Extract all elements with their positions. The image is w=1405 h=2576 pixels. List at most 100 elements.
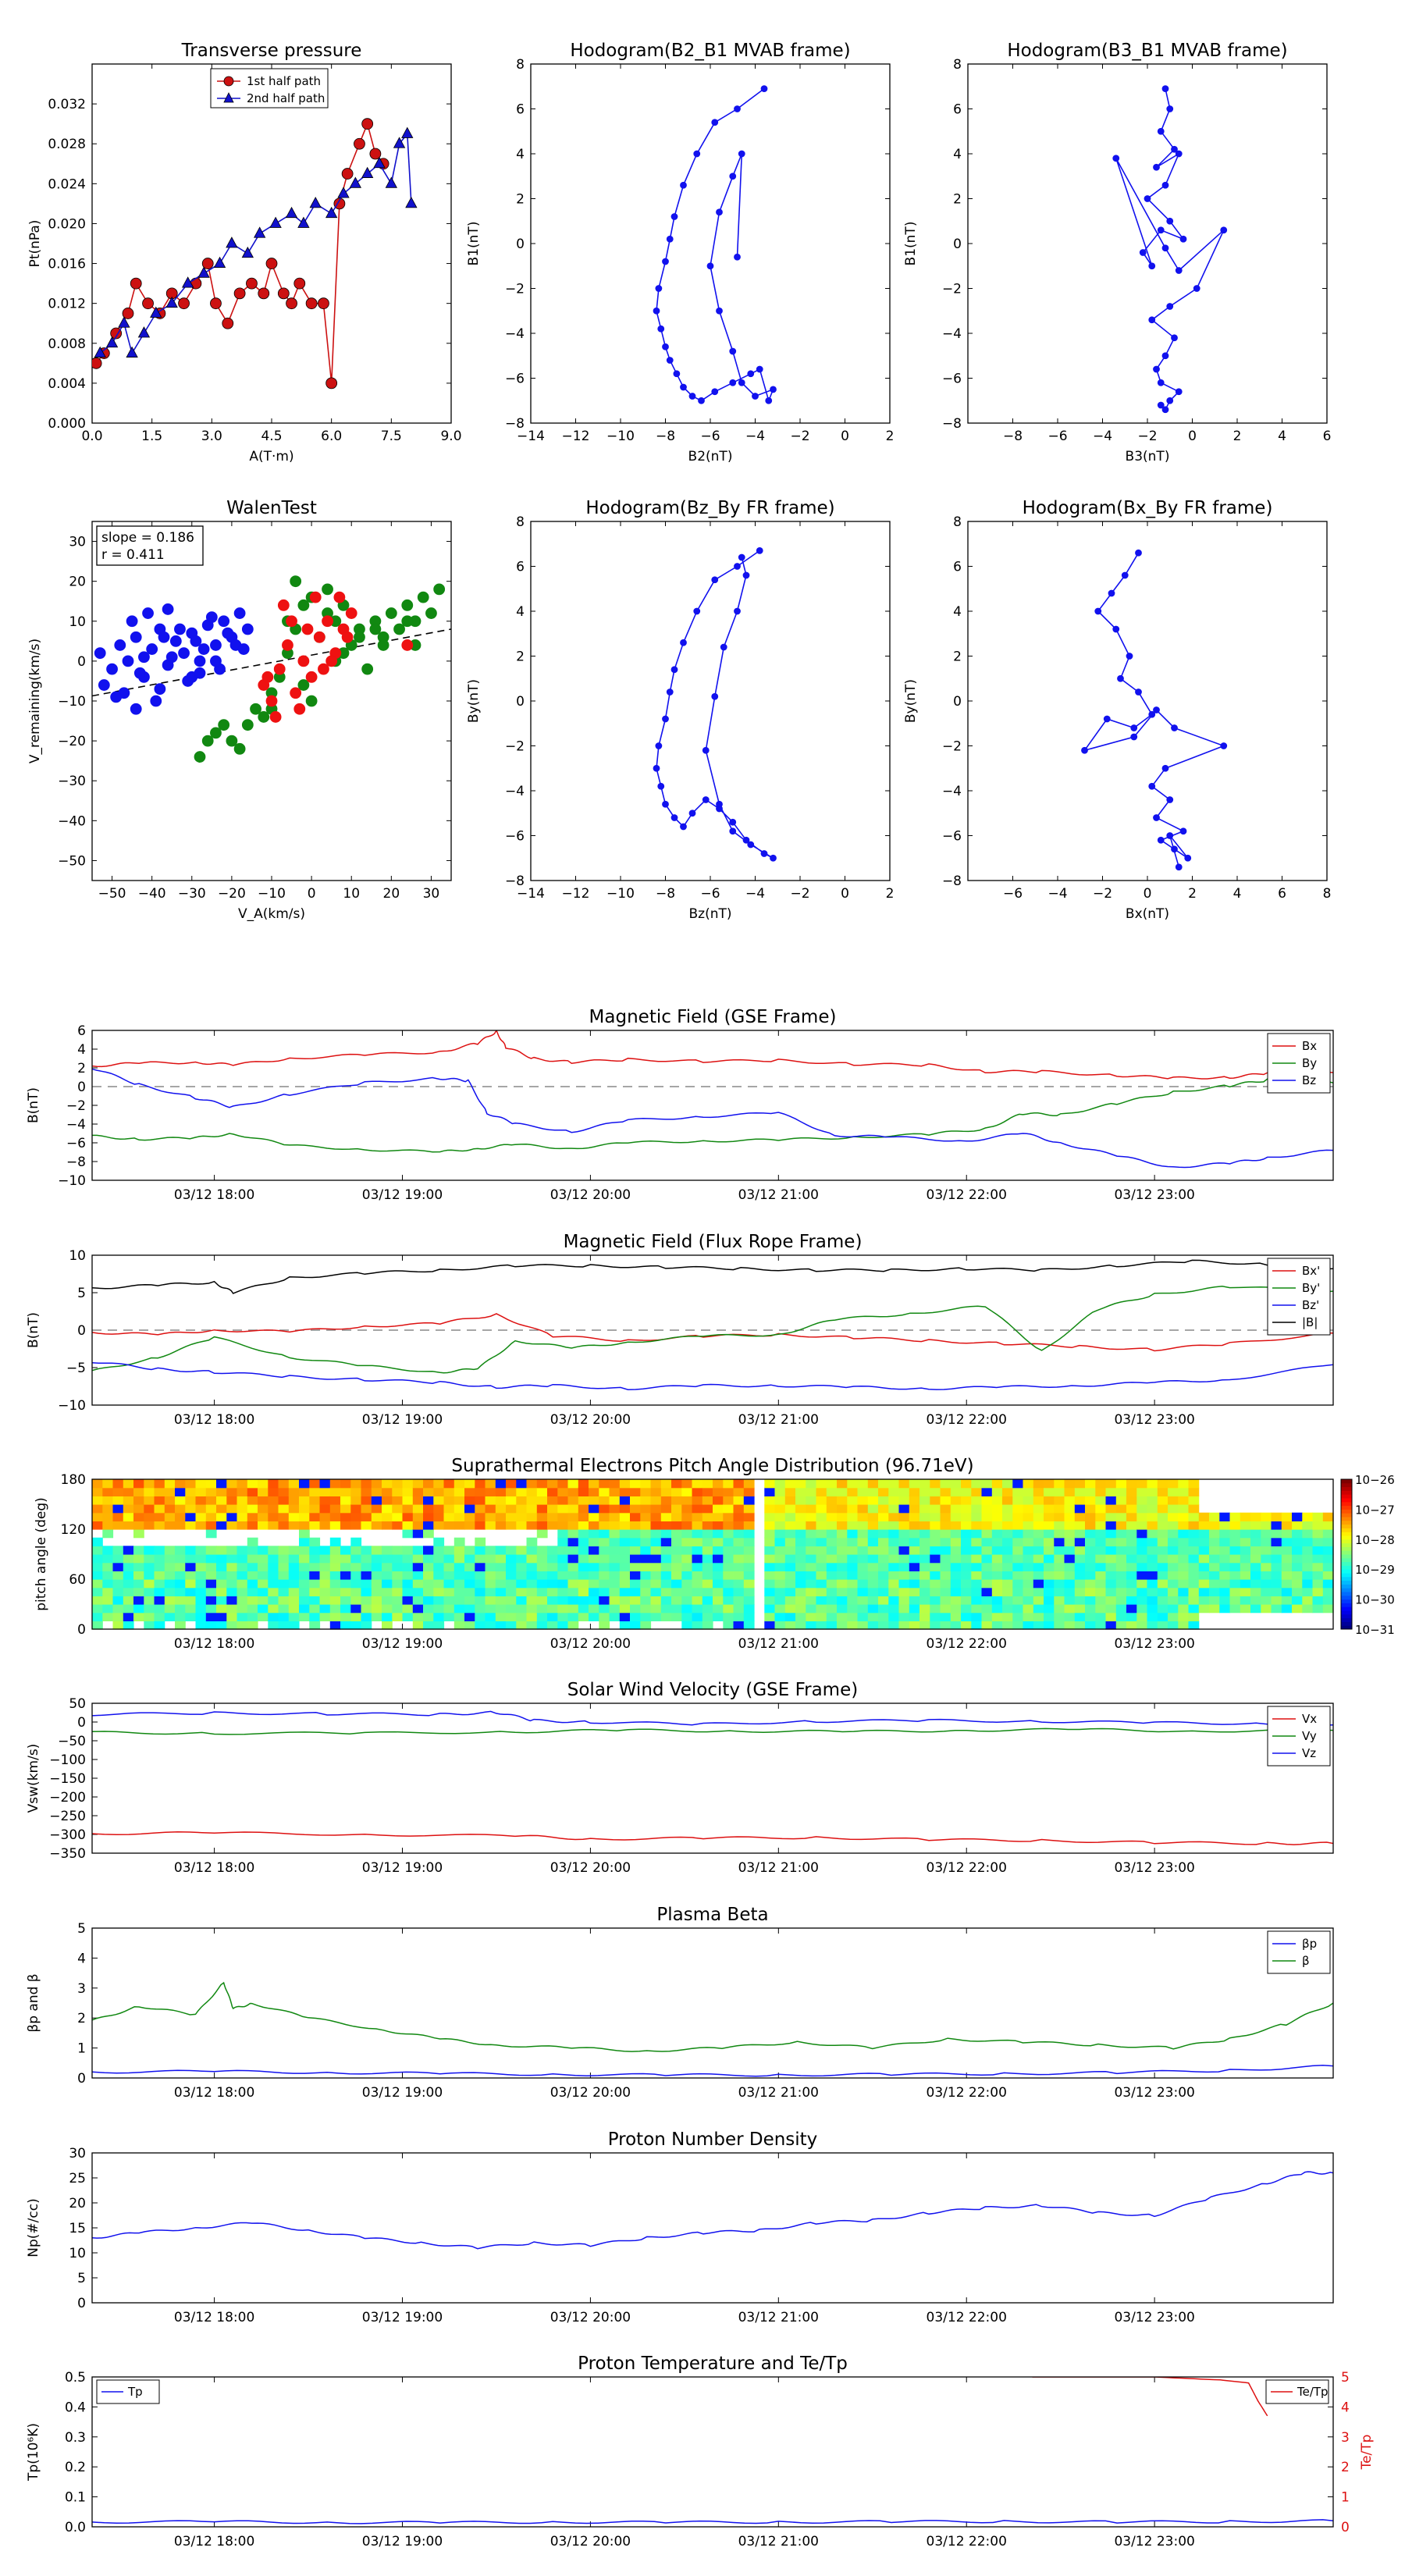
pad-cell: [299, 1579, 310, 1589]
pad-cell: [660, 1496, 672, 1505]
h4-ytick-label: −6: [942, 829, 962, 845]
pad-cell: [909, 1512, 920, 1521]
pad-cell: [485, 1487, 496, 1496]
h2-point: [1148, 316, 1156, 324]
mag_fr-series-line-1: [92, 1286, 1333, 1374]
pad-cell: [578, 1537, 589, 1546]
pad-cell: [1054, 1479, 1065, 1489]
pad-cell: [795, 1596, 806, 1605]
pad-cell: [319, 1512, 331, 1521]
mag_fr-ytick-label: 10: [69, 1248, 86, 1264]
pad-cell: [361, 1571, 372, 1580]
pad-cell: [950, 1562, 962, 1571]
tp-xtick-label: 03/12 18:00: [174, 2534, 254, 2549]
vsw-ytick-label: −50: [58, 1734, 86, 1749]
pad-cell: [1250, 1579, 1261, 1589]
pad-cell: [226, 1587, 238, 1596]
pad-cell: [826, 1537, 838, 1546]
pad-cell: [1229, 1554, 1241, 1564]
h3-ytick-label: −2: [505, 739, 525, 755]
pad-cell: [247, 1487, 258, 1496]
pad-cell: [92, 1504, 103, 1514]
h2-ytick-label: −2: [942, 282, 962, 297]
pad-cell: [185, 1587, 197, 1596]
pad-cell: [878, 1529, 889, 1539]
pad-cell: [1302, 1604, 1314, 1614]
h1-xtick-label: 0: [841, 429, 849, 444]
pad-cell: [1229, 1529, 1241, 1539]
pad-cell: [692, 1562, 703, 1571]
pt-point: [258, 287, 270, 300]
h3-ytick-label: −4: [505, 784, 525, 799]
pad-cell: [940, 1612, 951, 1621]
pad-cell: [940, 1512, 951, 1521]
pt-xlabel: A(T·m): [249, 449, 293, 464]
pad-cell: [154, 1521, 165, 1530]
pad-cell: [1115, 1596, 1127, 1605]
pad-cell: [991, 1596, 1003, 1605]
pad-cell: [299, 1487, 310, 1496]
pad-cell: [764, 1571, 776, 1580]
pad-cell: [237, 1621, 248, 1630]
pad-cell: [1074, 1571, 1086, 1580]
pad-cell: [713, 1587, 724, 1596]
pad-cell: [1198, 1537, 1210, 1546]
pad-cell: [1044, 1537, 1055, 1546]
pad-cell: [930, 1487, 941, 1496]
pad-cell: [464, 1512, 475, 1521]
pad-cell: [567, 1621, 579, 1630]
pad-cell: [991, 1479, 1003, 1489]
pad-cell: [371, 1587, 382, 1596]
pt-point: [126, 346, 138, 358]
pad-cell: [433, 1571, 445, 1580]
pad-cell: [1240, 1529, 1251, 1539]
beta-legend: [1267, 1930, 1331, 1974]
pad-cell: [930, 1604, 941, 1614]
pad-cell: [216, 1604, 227, 1614]
pad-cell: [319, 1579, 331, 1589]
vsw-series-line-2: [92, 1710, 1333, 1726]
pad-cell: [319, 1612, 331, 1621]
pad-cell: [319, 1479, 331, 1489]
pad-cell: [857, 1512, 869, 1521]
pad-cell: [133, 1612, 144, 1621]
pad-cell: [392, 1496, 404, 1505]
pad-cell: [1002, 1571, 1013, 1580]
pad-cell: [1115, 1487, 1127, 1496]
pad-cell: [567, 1562, 579, 1571]
h2-ytick-label: −4: [942, 326, 962, 342]
pad-cell: [112, 1546, 124, 1555]
h2-point: [1153, 365, 1160, 373]
pad-cell: [516, 1554, 528, 1564]
pad-cell: [154, 1496, 165, 1505]
pad-cell: [1188, 1537, 1200, 1546]
pad-cell: [164, 1487, 176, 1496]
pad-cell: [630, 1612, 641, 1621]
pad-cell: [1012, 1521, 1024, 1530]
pad-cell: [671, 1554, 682, 1564]
pad-cell: [464, 1579, 475, 1589]
vsw-xtick-label: 03/12 23:00: [1114, 1860, 1194, 1876]
pad-cell: [1054, 1612, 1065, 1621]
pad-cell: [102, 1521, 114, 1530]
pad-cell: [898, 1512, 910, 1521]
pad-cell: [961, 1571, 972, 1580]
pad-cell: [516, 1596, 528, 1605]
vsw-series-line-0: [92, 1831, 1333, 1845]
h3-panel: Hodogram(Bz_By FR frame)−14 −12 −10 −8 −6 −4−…: [466, 498, 894, 922]
h3-point: [680, 639, 687, 646]
pad-cell: [1074, 1596, 1086, 1605]
pad-cell: [692, 1596, 703, 1605]
pad-cell: [423, 1512, 434, 1521]
mag_gse-xtick-label: 03/12 19:00: [362, 1187, 443, 1203]
mag_gse-ytick-label: 0: [77, 1080, 86, 1095]
pad-cell: [888, 1546, 900, 1555]
pad-cell: [847, 1479, 859, 1489]
pad-cell: [1054, 1587, 1065, 1596]
pad-cell: [1064, 1537, 1076, 1546]
pad-cell: [961, 1546, 972, 1555]
pad-cell: [112, 1487, 124, 1496]
pad-cell: [247, 1579, 258, 1589]
pad-colorbar-band: [1341, 1595, 1352, 1600]
h4-point: [1220, 742, 1228, 749]
